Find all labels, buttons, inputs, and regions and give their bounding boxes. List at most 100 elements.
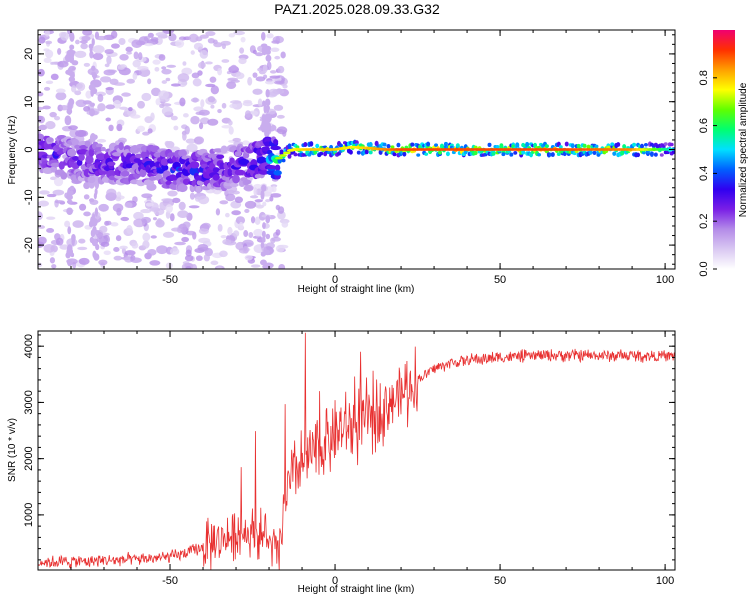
spectral-ridge-blob: [491, 152, 496, 156]
spectral-ridge-blob: [501, 152, 506, 157]
spectral-noise-blob: [193, 136, 205, 145]
spectral-streak-blob: [71, 233, 76, 242]
spectral-ridge-blob: [84, 140, 91, 147]
spectral-noise-blob: [147, 128, 153, 134]
spectral-ridge-blob: [515, 144, 520, 148]
spectral-ridge-blob: [636, 152, 641, 158]
spectral-noise-blob: [221, 102, 227, 109]
spectral-noise-blob: [171, 227, 182, 232]
spectral-noise-blob: [150, 235, 157, 239]
spectral-noise-blob: [239, 47, 245, 54]
spectral-noise-blob: [276, 126, 288, 135]
spectral-streak-blob: [90, 229, 96, 238]
spectral-streak-blob: [67, 226, 72, 235]
spectral-noise-blob: [244, 208, 250, 214]
spectral-ridge-blob: [632, 142, 637, 147]
spectral-noise-blob: [77, 246, 88, 251]
spectral-noise-blob: [99, 225, 108, 234]
spectral-noise-blob: [113, 82, 126, 86]
spectral-noise-blob: [205, 83, 216, 88]
spectral-streak-blob: [260, 189, 265, 200]
spectral-ridge-blob: [643, 143, 648, 147]
spectral-noise-blob: [106, 55, 112, 65]
spectral-noise-blob: [215, 208, 221, 216]
spectral-ridge-blob: [160, 158, 169, 166]
spectral-noise-blob: [195, 255, 203, 262]
spectral-noise-blob: [78, 238, 86, 244]
spectral-noise-blob: [124, 250, 136, 256]
spectral-noise-blob: [230, 79, 240, 83]
spectral-noise-blob: [38, 200, 49, 207]
spectral-noise-blob: [248, 232, 254, 238]
spectral-ridge-blob: [287, 154, 292, 159]
spectral-noise-blob: [46, 216, 56, 220]
spectral-noise-blob: [50, 61, 55, 65]
spectral-noise-blob: [240, 36, 246, 43]
spectral-noise-blob: [247, 76, 253, 86]
spectral-noise-blob: [121, 92, 131, 97]
spectral-ridge-blob: [570, 143, 575, 149]
spectral-noise-blob: [233, 30, 246, 36]
spectral-noise-blob: [79, 203, 87, 211]
spectral-ridge-blob: [319, 151, 324, 156]
spectral-ridge-blob: [238, 158, 250, 166]
spectral-noise-blob: [191, 72, 200, 79]
spectral-noise-blob: [217, 109, 222, 114]
spectrogram-x-tick-label: 100: [656, 274, 674, 286]
spectral-noise-blob: [184, 125, 190, 135]
spectral-ridge-blob: [402, 151, 407, 157]
spectral-noise-blob: [235, 72, 245, 80]
spectral-ridge-blob: [161, 164, 169, 171]
snr-panel: -50 0 50 100 1000 2000 3000 4000 Height of stra…: [7, 330, 676, 595]
spectral-ridge-blob: [46, 137, 54, 143]
spectral-noise-blob: [59, 104, 69, 111]
spectral-noise-blob: [170, 115, 178, 121]
spectral-noise-blob: [43, 57, 52, 63]
spectral-ridge-blob: [232, 174, 240, 184]
spectral-noise-blob: [96, 138, 107, 143]
spectral-noise-blob: [78, 257, 90, 265]
spectral-noise-blob: [126, 51, 132, 55]
spectrogram-ylabel: Frequency (Hz): [7, 116, 18, 185]
spectral-noise-blob: [269, 75, 281, 79]
spectral-streak-blob: [265, 233, 271, 240]
spectral-noise-blob: [221, 43, 226, 50]
spectral-noise-blob: [137, 65, 149, 71]
spectral-noise-blob: [144, 43, 154, 47]
spectral-ridge-blob: [270, 145, 282, 151]
spectral-noise-blob: [271, 40, 280, 44]
spectral-streak-blob: [95, 243, 100, 251]
spectral-ridge-blob: [473, 150, 478, 156]
spectral-ridge-blob: [622, 144, 627, 149]
spectral-ridge-blob: [139, 168, 147, 178]
spectral-noise-blob: [105, 87, 114, 91]
spectral-noise-blob: [169, 213, 175, 222]
spectral-streak-blob: [69, 185, 75, 191]
spectral-noise-blob: [188, 33, 199, 43]
spectral-noise-blob: [164, 140, 171, 146]
spectral-noise-blob: [147, 32, 154, 38]
spectral-noise-blob: [197, 243, 209, 251]
spectral-noise-blob: [191, 263, 198, 269]
spectral-noise-blob: [273, 80, 285, 85]
spectral-noise-blob: [161, 106, 173, 116]
spectral-streak-blob: [88, 198, 95, 203]
spectral-noise-blob: [185, 138, 197, 144]
spectral-noise-blob: [156, 218, 163, 225]
spectral-noise-blob: [231, 210, 241, 216]
spectral-ridge-blob: [663, 142, 668, 146]
spectral-noise-blob: [232, 137, 241, 142]
spectral-noise-blob: [132, 59, 141, 68]
spectral-noise-blob: [82, 30, 93, 36]
spectral-noise-blob: [227, 226, 233, 236]
spectral-noise-blob: [158, 54, 166, 61]
spectral-noise-blob: [210, 85, 220, 95]
spectral-noise-blob: [225, 193, 236, 202]
spectral-noise-blob: [38, 68, 45, 77]
spectral-streak-blob: [266, 106, 270, 114]
spectral-noise-blob: [180, 81, 188, 86]
spectral-noise-blob: [186, 143, 198, 153]
spectral-ridge-blob: [281, 158, 286, 163]
spectral-streak-blob: [69, 44, 75, 50]
spectral-ridge-blob: [212, 174, 220, 181]
